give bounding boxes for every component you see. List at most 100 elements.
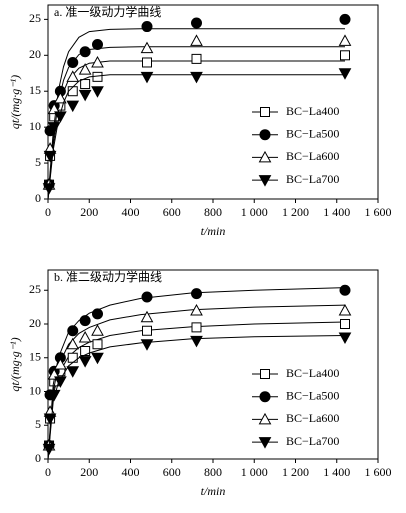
- marker-triangle-down: [140, 339, 154, 351]
- marker-square: [191, 322, 202, 333]
- marker-circle: [191, 17, 202, 29]
- legend-marker: [259, 129, 271, 141]
- marker-square: [340, 319, 350, 329]
- x-tick-label: 600: [163, 465, 181, 479]
- marker-circle: [141, 21, 153, 33]
- legend-label: BC−La500: [286, 126, 339, 140]
- x-tick-label: 1 000: [241, 465, 268, 479]
- y-tick-label: 15: [29, 83, 41, 97]
- marker-square: [142, 325, 152, 336]
- marker-circle: [92, 39, 103, 51]
- marker-triangle: [78, 330, 92, 343]
- y-tick-label: 5: [35, 155, 41, 169]
- legend-label: BC−La500: [286, 388, 339, 402]
- marker-circle: [79, 315, 91, 327]
- legend-marker: [260, 107, 270, 117]
- y-tick-label: 10: [29, 383, 41, 397]
- chart-title: b. 准二级动力学曲线: [54, 269, 162, 284]
- x-tick-label: 400: [122, 205, 140, 219]
- x-tick-label: 0: [45, 205, 51, 219]
- marker-triangle: [338, 34, 352, 46]
- marker-circle: [67, 325, 79, 337]
- legend-marker: [260, 369, 270, 379]
- marker-triangle-down: [47, 389, 61, 402]
- marker-triangle-down: [43, 413, 57, 426]
- legend-marker: [258, 175, 272, 187]
- x-tick-label: 200: [80, 205, 98, 219]
- x-tick-label: 1 000: [241, 205, 268, 219]
- marker-triangle-down: [338, 332, 352, 345]
- marker-triangle-down: [54, 111, 67, 123]
- y-tick-label: 10: [29, 119, 41, 133]
- x-tick-label: 800: [204, 465, 222, 479]
- marker-square: [340, 50, 350, 61]
- marker-triangle: [190, 34, 203, 46]
- marker-triangle-down: [78, 356, 92, 368]
- marker-square: [142, 57, 152, 68]
- marker-square: [67, 86, 78, 97]
- marker-triangle-down: [91, 86, 104, 98]
- marker-triangle: [190, 303, 203, 316]
- y-tick-label: 0: [35, 191, 41, 205]
- x-tick-label: 200: [80, 465, 98, 479]
- marker-circle: [339, 13, 351, 25]
- marker-triangle: [54, 357, 67, 370]
- x-tick-label: 0: [45, 465, 51, 479]
- x-tick-label: 1 600: [365, 205, 392, 219]
- legend-label: BC−La400: [286, 366, 339, 380]
- marker-triangle: [54, 91, 67, 104]
- marker-circle: [141, 291, 153, 303]
- marker-triangle: [47, 102, 61, 115]
- plot-frame: [47, 269, 379, 460]
- marker-triangle-down: [54, 376, 67, 388]
- marker-triangle: [338, 303, 352, 316]
- marker-triangle-down: [140, 71, 154, 84]
- x-tick-label: 1 600: [365, 465, 392, 479]
- marker-triangle-down: [91, 352, 104, 365]
- marker-triangle-down: [66, 366, 80, 378]
- legend-marker: [259, 391, 271, 403]
- marker-triangle: [91, 55, 104, 68]
- legend-label: BC−La700: [286, 434, 339, 448]
- marker-triangle-down: [338, 68, 352, 80]
- marker-triangle: [91, 324, 104, 336]
- legend-label: BC−La400: [286, 104, 339, 118]
- chart-title: a. 准一级动力学曲线: [54, 4, 161, 19]
- marker-triangle-down: [47, 122, 61, 134]
- x-tick-label: 1 200: [282, 465, 309, 479]
- marker-triangle-down: [42, 183, 56, 195]
- y-axis-label: qt/(mg·g⁻¹): [8, 75, 22, 129]
- legend-marker: [258, 412, 272, 425]
- marker-triangle: [66, 337, 80, 350]
- x-tick-label: 1 200: [282, 205, 309, 219]
- y-tick-label: 0: [35, 451, 41, 465]
- marker-square: [80, 79, 91, 90]
- legend-marker: [258, 437, 272, 449]
- marker-triangle-down: [190, 71, 203, 84]
- marker-square: [67, 352, 78, 363]
- legend-label: BC−La600: [286, 411, 339, 425]
- x-tick-label: 1 400: [323, 205, 350, 219]
- plot-frame: [47, 4, 379, 200]
- x-tick-label: 800: [204, 205, 222, 219]
- x-tick-label: 1 400: [323, 465, 350, 479]
- marker-triangle-down: [190, 335, 203, 348]
- marker-square: [191, 53, 202, 64]
- marker-triangle-down: [42, 443, 56, 456]
- marker-triangle-down: [66, 100, 80, 113]
- legend-marker: [258, 150, 272, 163]
- marker-triangle: [78, 63, 92, 75]
- marker-square: [92, 339, 103, 350]
- y-tick-label: 25: [29, 282, 41, 296]
- marker-triangle: [140, 41, 154, 54]
- y-tick-label: 15: [29, 350, 41, 364]
- x-axis-label: t/min: [201, 224, 226, 238]
- x-tick-label: 400: [122, 465, 140, 479]
- marker-circle: [92, 308, 103, 320]
- y-tick-label: 5: [35, 417, 41, 431]
- legend-label: BC−La600: [286, 149, 339, 163]
- legend-label: BC−La700: [286, 172, 339, 186]
- y-tick-label: 20: [29, 316, 41, 330]
- y-tick-label: 25: [29, 11, 41, 25]
